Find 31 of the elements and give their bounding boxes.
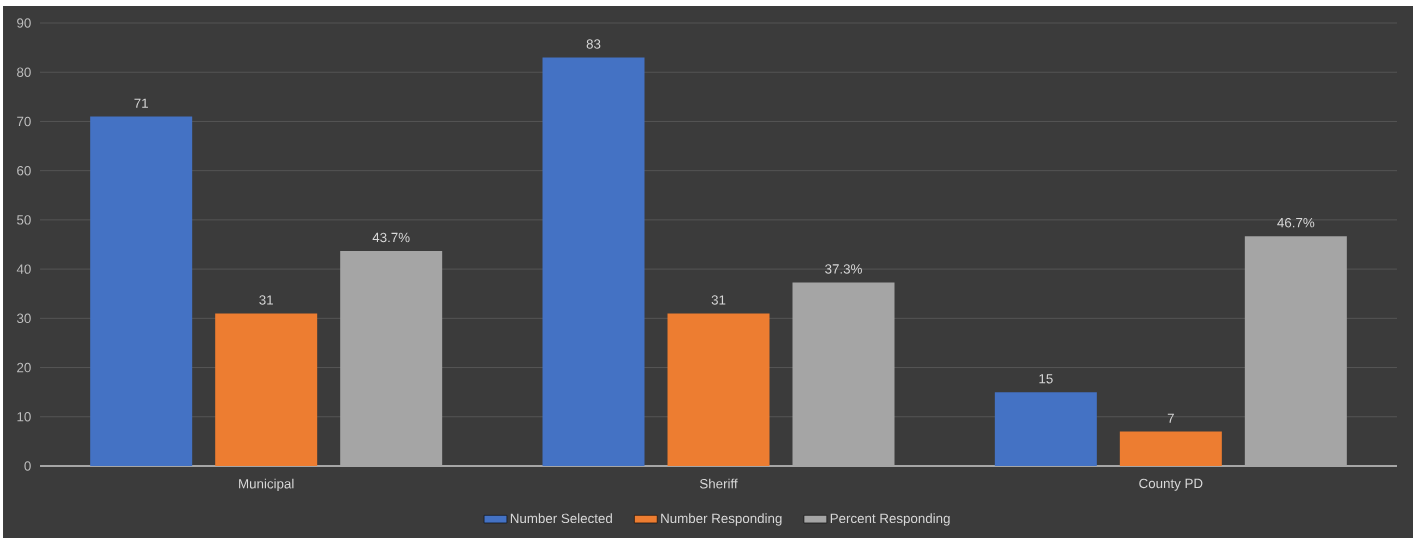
y-tick-label: 10 [17,412,31,422]
x-tick-label: County PD [1139,478,1203,491]
bar [667,313,770,466]
y-tick-label: 80 [17,67,31,77]
y-tick-label: 40 [16,264,31,274]
bar [542,57,645,466]
data-label: 31 [711,295,726,305]
data-label: 43.7% [372,232,410,243]
y-tick-label: 30 [16,313,31,324]
data-label: 83 [586,39,601,49]
bar [215,313,318,466]
legend-label: Number Responding [661,513,782,526]
bar [90,116,193,466]
y-tick-label: 60 [17,165,31,176]
x-tick-label: Municipal [239,478,294,492]
x-tick-label: Sheriff [699,478,738,489]
bar [994,392,1097,466]
y-tick-label: 20 [17,362,31,373]
y-tick-label: 50 [17,215,31,225]
data-label: 15 [1039,374,1053,384]
y-tick-label: 0 [24,461,31,471]
data-label: 31 [259,295,273,305]
y-tick-label: 70 [17,116,31,127]
data-label: 37.3% [825,264,862,274]
data-label: 71 [134,98,148,108]
bar [1119,431,1222,466]
legend-label: Number Selected [510,513,612,524]
data-label: 7 [1167,413,1174,423]
legend-label: Percent Responding [830,513,950,526]
data-label: 46.7% [1277,217,1315,228]
y-tick-label: 90 [17,18,31,28]
